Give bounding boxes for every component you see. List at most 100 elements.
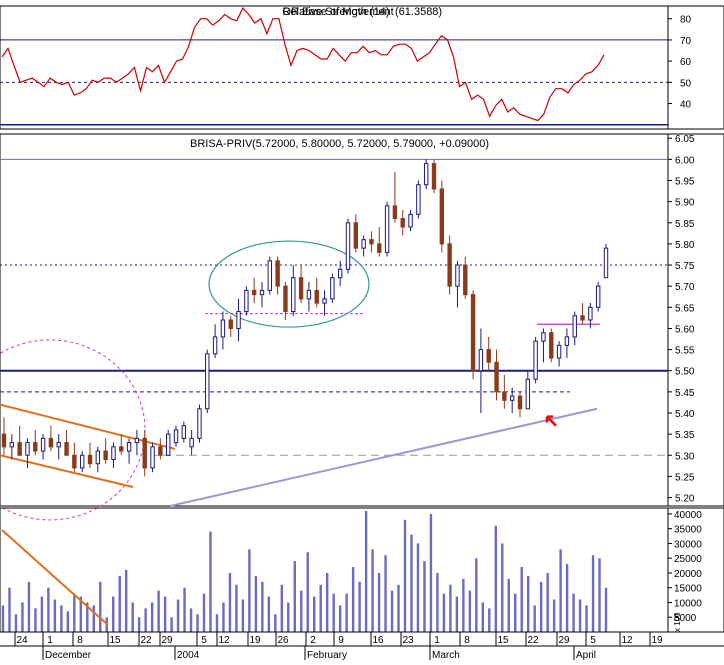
x-month-label: February xyxy=(307,650,347,660)
indicator-frame xyxy=(0,5,724,130)
volume-bar xyxy=(429,513,433,632)
volume-bar xyxy=(526,575,530,632)
volume-bar xyxy=(150,602,154,632)
volume-bar xyxy=(267,596,271,632)
x-day-label: 23 xyxy=(402,635,414,646)
volume-bar xyxy=(241,599,245,632)
candle-body xyxy=(416,184,421,215)
price-legend-values: (5.72000, 5.80000, 5.72000, 5.79000, +0.… xyxy=(252,138,489,150)
candle-body xyxy=(17,442,22,456)
volume-bar xyxy=(53,599,57,632)
x-day-label: 12 xyxy=(621,635,633,646)
x-month-label: December xyxy=(45,650,92,660)
price-tick-label: 5.25 xyxy=(675,472,695,483)
price-tick-label: 5.90 xyxy=(675,198,695,209)
volume-bar xyxy=(21,602,24,632)
candle-body xyxy=(502,391,507,401)
volume-frame xyxy=(0,507,724,633)
candle-body xyxy=(291,277,296,313)
candle-body xyxy=(595,285,601,308)
x-day-label: 24 xyxy=(16,635,28,646)
volume-bar xyxy=(287,602,290,632)
volume-bar xyxy=(325,572,329,632)
volume-bar xyxy=(73,593,76,632)
volume-bar xyxy=(228,572,232,632)
volume-bar xyxy=(86,602,89,632)
candle-body xyxy=(189,437,194,448)
volume-bar xyxy=(112,596,115,632)
candle-body xyxy=(377,243,382,253)
price-tick-label: 5.45 xyxy=(675,388,695,399)
x-day-label: 12 xyxy=(218,635,230,646)
volume-trend-line xyxy=(1,529,109,626)
price-tick-label: 5.70 xyxy=(675,282,695,293)
volume-bar xyxy=(47,587,50,632)
candle-body xyxy=(337,268,343,279)
volume-bar xyxy=(514,593,517,632)
volume-bar xyxy=(215,614,219,632)
candle-body xyxy=(463,264,468,296)
candle-body xyxy=(56,442,61,448)
candle-body xyxy=(165,433,171,456)
volume-bar xyxy=(364,510,368,632)
candle-body xyxy=(48,437,54,448)
x-month-label: March xyxy=(432,650,460,660)
volume-bar xyxy=(196,614,199,632)
x-day-label: 22 xyxy=(140,635,152,646)
volume-bar xyxy=(397,584,400,632)
consolidation-ellipse xyxy=(208,240,370,328)
volume-bar xyxy=(306,552,309,632)
candle-body xyxy=(564,336,570,346)
volume-bar xyxy=(248,549,251,632)
candle-body xyxy=(259,289,265,296)
volume-bar xyxy=(300,590,303,632)
volume-bar xyxy=(34,608,37,632)
candle-body xyxy=(220,319,226,338)
volume-bar xyxy=(27,581,31,632)
candle-body xyxy=(134,437,140,444)
price-tick-label: 5.30 xyxy=(675,451,695,462)
candle-body xyxy=(494,361,499,393)
x-month-label: April xyxy=(576,650,596,660)
volume-bar xyxy=(40,596,44,632)
volume-bar xyxy=(163,596,167,632)
candle-body xyxy=(126,442,132,452)
candle-body xyxy=(251,289,257,296)
volume-bar xyxy=(578,599,582,632)
price-frame xyxy=(0,133,724,507)
indicator-tick-label: 50 xyxy=(680,78,692,89)
candle-body xyxy=(509,395,515,401)
indicator-tick-label: 70 xyxy=(680,36,692,47)
candle-body xyxy=(541,332,546,342)
x-day-label: 15 xyxy=(497,635,509,646)
volume-bar xyxy=(274,614,277,632)
candle-body xyxy=(236,311,241,329)
volume-bar xyxy=(118,575,121,632)
candle-body xyxy=(142,437,147,469)
x-day-label: 19 xyxy=(651,635,663,646)
volume-bar xyxy=(351,567,355,632)
candle-body xyxy=(580,315,585,321)
volume-bar xyxy=(92,605,95,632)
candle-body xyxy=(525,378,531,410)
candle-body xyxy=(283,285,288,313)
volume-bar xyxy=(254,575,258,632)
volume-bar xyxy=(170,617,173,632)
candle-body xyxy=(549,332,554,359)
candle-body xyxy=(9,442,15,448)
indicator-tick-label: 80 xyxy=(680,15,692,26)
price-tick-label: 5.80 xyxy=(675,240,695,251)
price-title: BRISA-PRIV xyxy=(190,138,253,150)
volume-bar xyxy=(235,584,238,632)
volume-bar xyxy=(481,602,485,632)
indicator-tick-label: 60 xyxy=(680,57,692,68)
volume-bar xyxy=(377,572,381,632)
candle-body xyxy=(33,442,38,452)
volume-bar xyxy=(520,567,523,632)
indicator-title-c: (61.3588) xyxy=(395,6,442,18)
price-tick-label: 6.00 xyxy=(675,155,695,166)
candle-body xyxy=(470,294,476,372)
candle-body xyxy=(1,433,7,448)
volume-bar xyxy=(552,599,556,632)
